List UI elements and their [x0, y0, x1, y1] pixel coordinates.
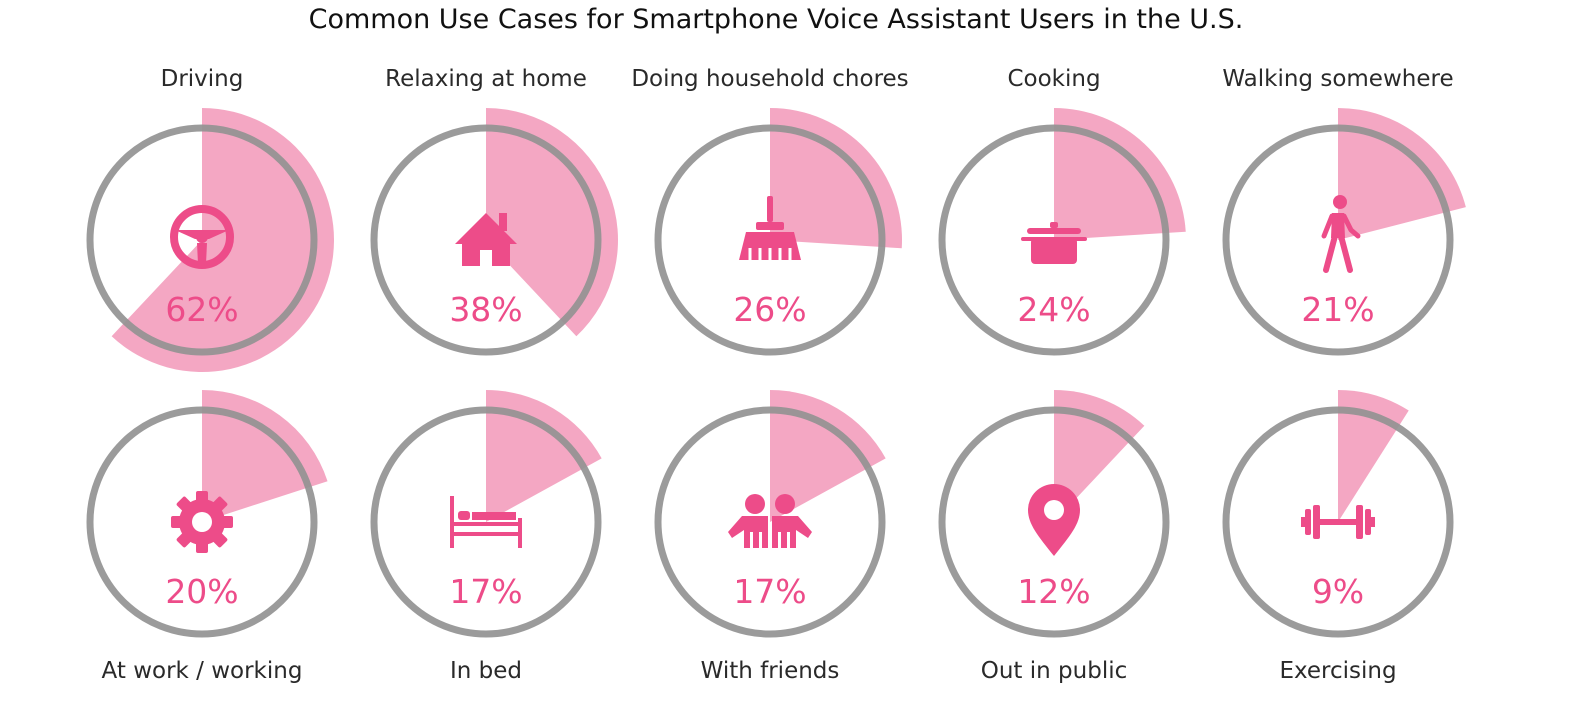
panel-at-work-working: 20% At work / working — [86, 389, 328, 684]
broom-icon — [739, 196, 801, 260]
wedge-doing-household-chores — [770, 107, 903, 249]
wedge-with-friends — [770, 390, 886, 522]
category-label-out-in-public: Out in public — [981, 658, 1128, 684]
panel-walking-somewhere: 21% Walking somewhere — [1222, 66, 1466, 356]
category-label-exercising: Exercising — [1279, 658, 1396, 684]
ring-with-friends — [654, 406, 886, 638]
ring-walking-somewhere — [1222, 124, 1454, 356]
category-label-at-work-working: At work / working — [102, 658, 303, 684]
value-label-driving: 62% — [165, 290, 238, 329]
panel-cooking: 24% Cooking — [938, 66, 1186, 356]
wedge-relaxing-at-home — [486, 108, 618, 337]
category-label-with-friends: With friends — [701, 658, 840, 684]
chart-panels: 62% Driving 38% Relaxing at home 26% Doing ho… — [86, 66, 1466, 684]
panel-out-in-public: 12% Out in public — [938, 390, 1170, 684]
value-label-in-bed: 17% — [449, 572, 522, 611]
value-label-at-work-working: 20% — [165, 572, 238, 611]
category-label-doing-household-chores: Doing household chores — [631, 66, 908, 92]
value-label-relaxing-at-home: 38% — [449, 290, 522, 329]
ring-cooking — [938, 124, 1170, 356]
wedge-at-work-working — [202, 389, 328, 522]
panel-driving: 62% Driving — [86, 66, 335, 372]
steering-wheel-icon — [170, 205, 234, 269]
cooking-pot-icon — [1021, 222, 1087, 264]
friends-icon — [728, 494, 812, 548]
ring-out-in-public — [938, 406, 1170, 638]
value-label-with-friends: 17% — [733, 572, 806, 611]
walking-person-icon — [1321, 195, 1361, 273]
panel-doing-household-chores: 26% Doing household chores — [631, 66, 909, 356]
value-label-cooking: 24% — [1017, 290, 1090, 329]
wedge-out-in-public — [1054, 390, 1145, 522]
value-label-out-in-public: 12% — [1017, 572, 1090, 611]
ring-relaxing-at-home — [370, 124, 602, 356]
house-icon — [455, 213, 517, 266]
category-label-in-bed: In bed — [450, 658, 522, 684]
category-label-cooking: Cooking — [1007, 66, 1100, 92]
gear-icon — [171, 491, 233, 553]
ring-at-work-working — [86, 406, 318, 638]
dumbbell-icon — [1301, 505, 1375, 539]
ring-doing-household-chores — [654, 124, 886, 356]
category-label-relaxing-at-home: Relaxing at home — [385, 66, 587, 92]
category-label-driving: Driving — [161, 66, 244, 92]
panel-in-bed: 17% In bed — [370, 390, 602, 684]
bed-icon — [450, 496, 522, 548]
chart-title: Common Use Cases for Smartphone Voice As… — [309, 4, 1244, 35]
panel-exercising: 9% Exercising — [1222, 390, 1454, 684]
ring-in-bed — [370, 406, 602, 638]
value-label-exercising: 9% — [1312, 572, 1364, 611]
panel-with-friends: 17% With friends — [654, 390, 886, 684]
panel-relaxing-at-home: 38% Relaxing at home — [370, 66, 618, 356]
ring-driving — [86, 124, 318, 356]
wedge-driving — [111, 108, 335, 372]
value-label-doing-household-chores: 26% — [733, 290, 806, 329]
wedge-in-bed — [486, 390, 602, 522]
category-label-walking-somewhere: Walking somewhere — [1222, 66, 1453, 92]
map-pin-icon — [1028, 484, 1080, 556]
value-label-walking-somewhere: 21% — [1301, 290, 1374, 329]
ring-exercising — [1222, 406, 1454, 638]
wedge-cooking — [1054, 108, 1186, 240]
wedge-walking-somewhere — [1338, 108, 1466, 240]
